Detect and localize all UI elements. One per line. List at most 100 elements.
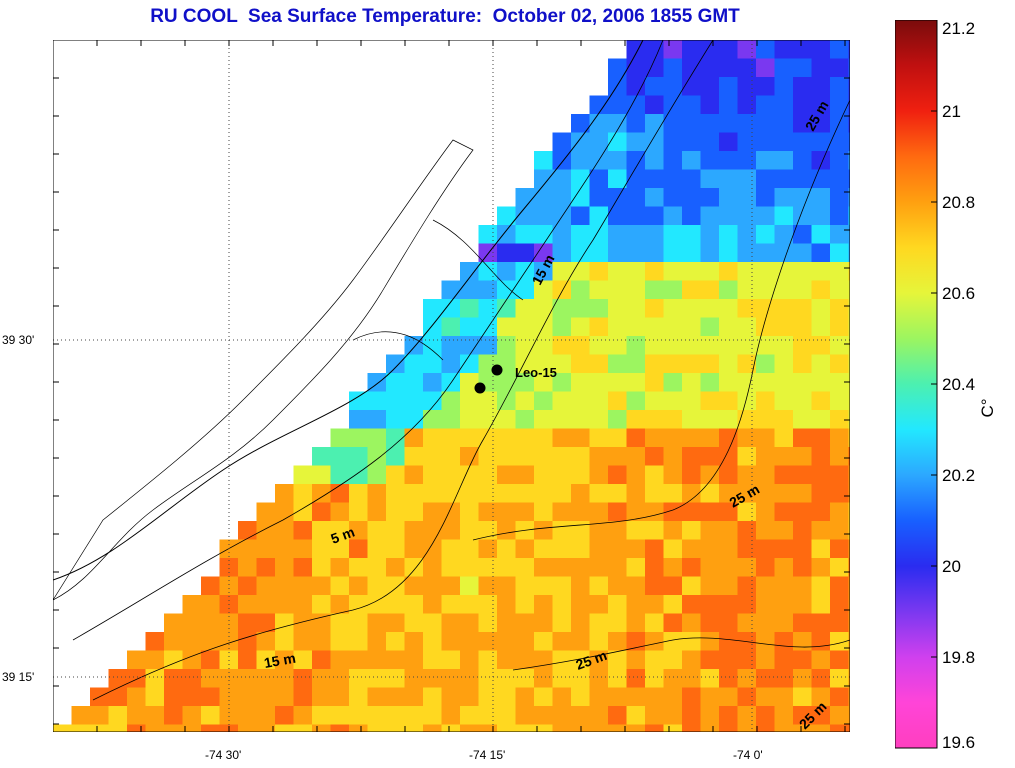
sst-cell — [497, 650, 517, 670]
sst-cell — [460, 632, 480, 652]
sst-cell — [682, 262, 702, 282]
sst-cell — [349, 410, 369, 430]
sst-cell — [719, 225, 739, 245]
sst-cell — [349, 724, 369, 732]
sst-cell — [774, 58, 794, 78]
sst-cell — [145, 632, 165, 652]
sst-cell — [793, 447, 813, 467]
sst-cell — [552, 188, 572, 208]
sst-cell — [830, 465, 850, 485]
sst-cell — [626, 558, 646, 578]
sst-cell — [441, 502, 461, 522]
sst-cell — [645, 669, 665, 689]
sst-cell — [774, 317, 794, 337]
sst-cell — [330, 521, 350, 541]
sst-cell — [737, 354, 757, 374]
sst-cell — [811, 262, 831, 282]
sst-cell — [793, 558, 813, 578]
sst-cell — [830, 447, 850, 467]
sst-cell — [645, 299, 665, 319]
sst-cell — [830, 336, 850, 356]
sst-cell — [293, 484, 313, 504]
sst-cell — [737, 188, 757, 208]
sst-cell — [534, 373, 554, 393]
sst-cell — [811, 58, 831, 78]
sst-cell — [626, 132, 646, 152]
sst-cell — [571, 391, 591, 411]
sst-cell — [293, 558, 313, 578]
sst-cell — [682, 336, 702, 356]
sst-cell — [774, 447, 794, 467]
sst-cell — [182, 650, 202, 670]
sst-cell — [793, 317, 813, 337]
sst-cell — [700, 576, 720, 596]
sst-cell — [478, 391, 498, 411]
sst-cell — [830, 595, 850, 615]
sst-cell — [793, 465, 813, 485]
sst-cell — [182, 632, 202, 652]
sst-cell — [404, 539, 424, 559]
sst-cell — [386, 576, 406, 596]
sst-cell — [386, 687, 406, 707]
sst-cell — [719, 632, 739, 652]
sst-cell — [238, 687, 258, 707]
sst-cell — [589, 595, 609, 615]
sst-cell — [589, 724, 609, 732]
sst-cell — [312, 447, 332, 467]
sst-cell — [793, 576, 813, 596]
sst-cell — [663, 299, 683, 319]
sst-cell — [626, 484, 646, 504]
sst-cell — [793, 539, 813, 559]
sst-cell — [793, 280, 813, 300]
sst-cell — [552, 687, 572, 707]
sst-cell — [423, 465, 443, 485]
sst-cell — [330, 650, 350, 670]
sst-cell — [423, 632, 443, 652]
sst-cell — [811, 595, 831, 615]
leo15-station-marker — [491, 364, 503, 376]
sst-cell — [552, 317, 572, 337]
sst-cell — [515, 317, 535, 337]
sst-cell — [127, 669, 147, 689]
sst-cell — [53, 724, 73, 732]
sst-cell — [737, 225, 757, 245]
sst-cell — [256, 595, 276, 615]
sst-cell — [793, 373, 813, 393]
sst-cell — [145, 687, 165, 707]
sst-cell — [793, 336, 813, 356]
sst-cell — [441, 632, 461, 652]
sst-cell — [349, 650, 369, 670]
sst-cell — [441, 650, 461, 670]
sst-cell — [737, 391, 757, 411]
sst-cell — [460, 484, 480, 504]
sst-cell — [737, 317, 757, 337]
sst-cell — [793, 391, 813, 411]
sst-cell — [848, 40, 850, 60]
sst-cell — [534, 447, 554, 467]
sst-cell — [441, 595, 461, 615]
sst-cell — [663, 465, 683, 485]
sst-cell — [571, 354, 591, 374]
sst-cell — [756, 114, 776, 134]
sst-cell — [737, 669, 757, 689]
sst-cell — [478, 465, 498, 485]
sst-cell — [460, 669, 480, 689]
sst-cell — [663, 650, 683, 670]
sst-cell — [571, 669, 591, 689]
sst-cell — [219, 539, 239, 559]
sst-cell — [293, 595, 313, 615]
sst-cell — [719, 40, 739, 60]
sst-cell — [756, 447, 776, 467]
sst-cell — [608, 336, 628, 356]
sst-cell — [534, 687, 554, 707]
sst-cell — [700, 428, 720, 448]
sst-cell — [811, 724, 831, 732]
sst-cell — [663, 484, 683, 504]
sst-cell — [534, 558, 554, 578]
sst-cell — [719, 132, 739, 152]
sst-cell — [164, 613, 184, 633]
sst-cell — [386, 373, 406, 393]
sst-cell — [534, 465, 554, 485]
sst-cell — [608, 410, 628, 430]
sst-cell — [645, 595, 665, 615]
